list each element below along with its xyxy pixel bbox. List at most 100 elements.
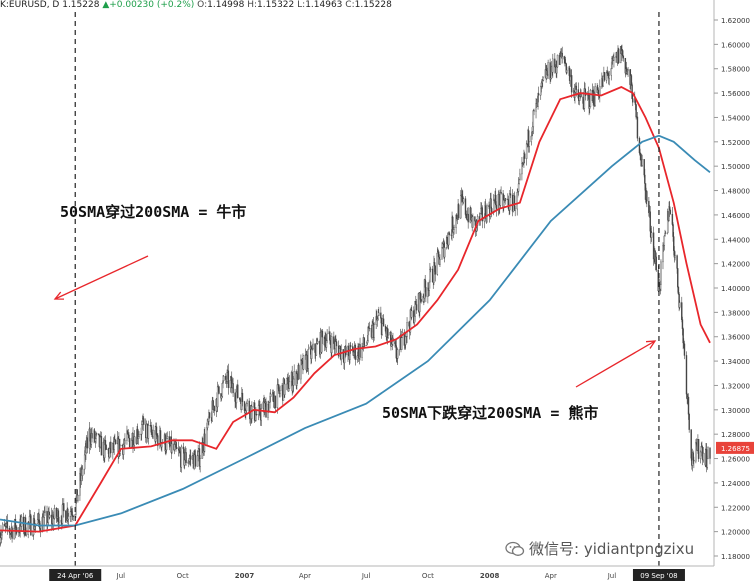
- candle: [565, 63, 567, 75]
- candle: [686, 392, 688, 404]
- candle: [11, 525, 13, 543]
- candle: [14, 514, 17, 539]
- candle: [561, 46, 563, 64]
- candle: [603, 71, 606, 82]
- candle: [533, 108, 535, 116]
- candle: [513, 191, 516, 212]
- candle: [49, 511, 51, 519]
- candle: [538, 86, 540, 103]
- candle: [429, 266, 432, 273]
- last-price: 1.15228: [62, 0, 100, 10]
- open-label: O:: [197, 0, 208, 10]
- y-tick-label: 1.34000: [721, 358, 750, 366]
- candle: [312, 338, 314, 351]
- candle: [307, 344, 310, 375]
- candle: [300, 354, 302, 384]
- candle: [184, 459, 186, 470]
- candle: [173, 439, 176, 455]
- candle: [641, 154, 643, 167]
- candle: [509, 186, 512, 199]
- candle: [425, 280, 427, 303]
- candle: [260, 403, 262, 427]
- low-value: 1.14963: [305, 0, 343, 10]
- candle: [166, 431, 168, 440]
- candle: [349, 341, 352, 354]
- candle: [663, 234, 666, 251]
- candle: [199, 454, 201, 473]
- candle: [180, 444, 183, 473]
- candle: [298, 363, 300, 380]
- candle: [702, 447, 704, 463]
- candle: [114, 438, 117, 445]
- candle: [373, 322, 375, 341]
- candle: [688, 412, 690, 433]
- candle: [617, 47, 620, 65]
- moving-averages: [0, 86, 711, 533]
- y-tick-label: 1.20000: [721, 529, 750, 537]
- candle: [566, 66, 568, 75]
- candle: [175, 442, 178, 450]
- candle: [286, 377, 288, 391]
- y-tick-label: 1.40000: [721, 285, 750, 293]
- candle: [605, 70, 608, 84]
- candle: [216, 381, 219, 412]
- candle: [570, 69, 573, 98]
- candle: [434, 265, 436, 282]
- candle: [709, 447, 711, 465]
- candle: [549, 58, 551, 84]
- candle: [669, 208, 672, 215]
- candle: [652, 226, 655, 266]
- candle: [364, 338, 366, 349]
- candle: [540, 85, 542, 100]
- candle: [293, 364, 295, 386]
- candle: [67, 507, 69, 525]
- candle: [650, 225, 653, 242]
- candle: [481, 205, 483, 229]
- x-tick-label: Oct: [177, 572, 189, 580]
- candle: [415, 295, 417, 305]
- candle: [105, 444, 107, 450]
- candle: [398, 335, 401, 356]
- high-label: H:: [247, 0, 258, 10]
- candle: [232, 377, 234, 398]
- candle: [378, 306, 380, 317]
- candle: [685, 351, 688, 400]
- candle: [99, 435, 101, 449]
- y-tick-label: 1.50000: [721, 163, 750, 171]
- candle: [668, 201, 670, 222]
- candle: [599, 79, 601, 103]
- candle: [382, 314, 385, 327]
- candle: [498, 189, 500, 215]
- candle: [602, 75, 604, 87]
- y-tick-label: 1.24000: [721, 480, 750, 488]
- x-tick-label: Jul: [116, 572, 126, 580]
- candle: [279, 385, 281, 398]
- candle: [678, 291, 680, 312]
- event-lines: [74, 12, 660, 566]
- candle: [443, 242, 446, 263]
- wechat-icon: [505, 541, 525, 556]
- candle: [446, 232, 449, 245]
- candle: [627, 66, 629, 77]
- y-tick-label: 1.18000: [721, 553, 750, 561]
- candle: [631, 82, 633, 100]
- candle: [636, 112, 639, 142]
- candle: [643, 159, 645, 178]
- y-tick-label: 1.44000: [721, 236, 750, 244]
- x-highlight-label: 24 Apr '06: [49, 569, 102, 581]
- candle: [315, 338, 318, 356]
- candle: [86, 431, 89, 454]
- candle: [53, 504, 56, 520]
- candle: [152, 424, 154, 440]
- x-tick-label: 2008: [480, 572, 500, 580]
- candle: [24, 514, 27, 537]
- candle: [69, 506, 72, 523]
- candle: [664, 231, 667, 235]
- candle: [433, 255, 435, 286]
- candle: [589, 88, 592, 108]
- candle: [391, 335, 393, 351]
- candle: [583, 81, 586, 112]
- candle: [231, 371, 233, 394]
- candle: [317, 338, 319, 345]
